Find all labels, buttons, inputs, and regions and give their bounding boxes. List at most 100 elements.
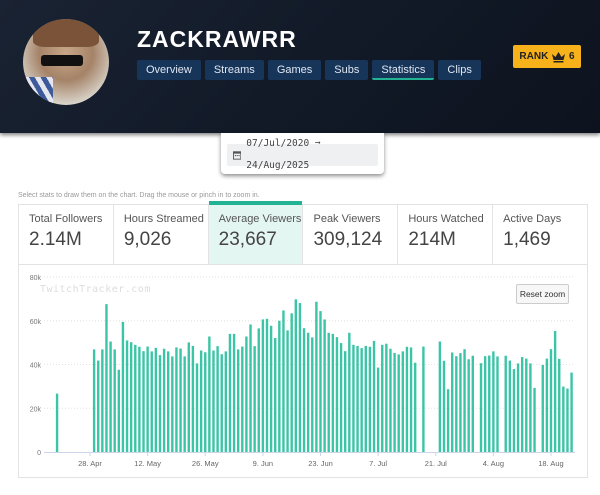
stat-value: 23,667 [218, 229, 277, 250]
date-range-card: 07/Jul/2020 ➞ 24/Aug/2025 [221, 133, 384, 174]
bar [319, 311, 322, 452]
bar [533, 387, 536, 452]
date-range-text: 07/Jul/2020 ➞ 24/Aug/2025 [246, 138, 321, 171]
bar [516, 363, 520, 452]
bar [261, 319, 265, 452]
bar [121, 321, 125, 452]
stat-average-viewers[interactable]: Average Viewers 23,667 [208, 201, 304, 264]
y-tick-label: 20k [30, 406, 42, 413]
stat-value: 1,469 [503, 229, 551, 250]
bar [220, 354, 223, 452]
stat-label: Hours Watched [408, 213, 484, 225]
bar [483, 356, 487, 452]
stat-label: Active Days [503, 213, 562, 225]
bar [488, 355, 491, 452]
bar [241, 346, 244, 452]
bar [265, 318, 269, 452]
bar [228, 333, 232, 452]
y-tick-label: 60k [30, 319, 42, 326]
bar [525, 358, 528, 452]
bar [236, 349, 240, 452]
x-tick-label: 26. May [192, 459, 219, 468]
bar [455, 356, 458, 452]
bar [549, 349, 553, 452]
rank-label: RANK [519, 51, 549, 62]
bar [381, 344, 384, 452]
bar [562, 386, 565, 452]
calendar-icon [233, 151, 242, 160]
bar [553, 331, 557, 452]
bar [343, 351, 347, 452]
bar [368, 346, 372, 452]
bar [171, 356, 174, 452]
bar [294, 299, 298, 452]
bar [105, 304, 108, 452]
tab-games[interactable]: Games [267, 60, 322, 80]
bar [286, 330, 289, 452]
bar [467, 359, 470, 452]
bar [253, 346, 256, 452]
bar [134, 344, 137, 452]
stat-hours-streamed[interactable]: Hours Streamed 9,026 [114, 205, 209, 264]
tab-statistics[interactable]: Statistics [372, 60, 435, 80]
bar [508, 360, 512, 452]
bar [101, 349, 104, 452]
tab-subs[interactable]: Subs [325, 60, 369, 80]
bar [389, 348, 392, 452]
rank-badge[interactable]: RANK 6 [513, 45, 581, 68]
stat-total-followers[interactable]: Total Followers 2.14M [19, 205, 114, 264]
viewers-chart[interactable]: 0 20k 40k 60k 80k 28. Apr 12. May 26. May 9. Jun… [0, 265, 600, 478]
stat-value: 2.14M [29, 229, 82, 250]
bar [232, 333, 236, 452]
bar [175, 347, 178, 452]
bar [520, 357, 524, 452]
bar [125, 340, 129, 452]
stat-value: 309,124 [313, 229, 383, 250]
bar [204, 352, 207, 452]
bar [245, 336, 248, 452]
y-tick-label: 0 [37, 450, 41, 457]
bar [451, 352, 454, 452]
bar [187, 342, 190, 452]
bar [385, 343, 388, 452]
bar [339, 343, 343, 452]
bar [55, 393, 59, 452]
tab-overview[interactable]: Overview [137, 60, 201, 80]
bar [109, 341, 112, 452]
stat-hours-watched[interactable]: Hours Watched 214M [398, 205, 494, 264]
bar [360, 348, 363, 452]
bar [393, 352, 396, 452]
bar [372, 340, 376, 452]
bar [97, 360, 100, 452]
tab-clips[interactable]: Clips [438, 60, 481, 80]
bar [138, 346, 141, 452]
watermark: TwitchTracker.com [40, 284, 151, 295]
x-tick-label: 21. Jul [425, 459, 447, 468]
bar [566, 388, 569, 452]
bar [150, 351, 153, 452]
bar [504, 355, 507, 452]
bar [302, 328, 306, 452]
stat-active-days[interactable]: Active Days 1,469 [493, 205, 587, 264]
chart-hint: Select stats to draw them on the chart. … [18, 192, 260, 199]
stat-value: 9,026 [123, 229, 172, 250]
x-tick-label: 7. Jul [369, 459, 387, 468]
stat-peak-viewers[interactable]: Peak Viewers 309,124 [303, 205, 399, 264]
date-range-picker[interactable]: 07/Jul/2020 ➞ 24/Aug/2025 [227, 138, 378, 171]
bar [405, 346, 409, 452]
bar [442, 360, 446, 452]
crown-icon [552, 51, 566, 62]
bar [311, 337, 314, 452]
x-tick-label: 28. Apr [78, 459, 102, 468]
bar [216, 346, 219, 452]
bar [364, 345, 367, 452]
x-tick-label: 12. May [134, 459, 161, 468]
bar [274, 338, 277, 452]
bar [327, 332, 330, 452]
bar [471, 355, 474, 452]
bar [558, 358, 561, 452]
bar [570, 372, 573, 452]
bar [113, 349, 116, 452]
reset-zoom-button[interactable]: Reset zoom [516, 284, 569, 304]
tab-streams[interactable]: Streams [204, 60, 264, 80]
